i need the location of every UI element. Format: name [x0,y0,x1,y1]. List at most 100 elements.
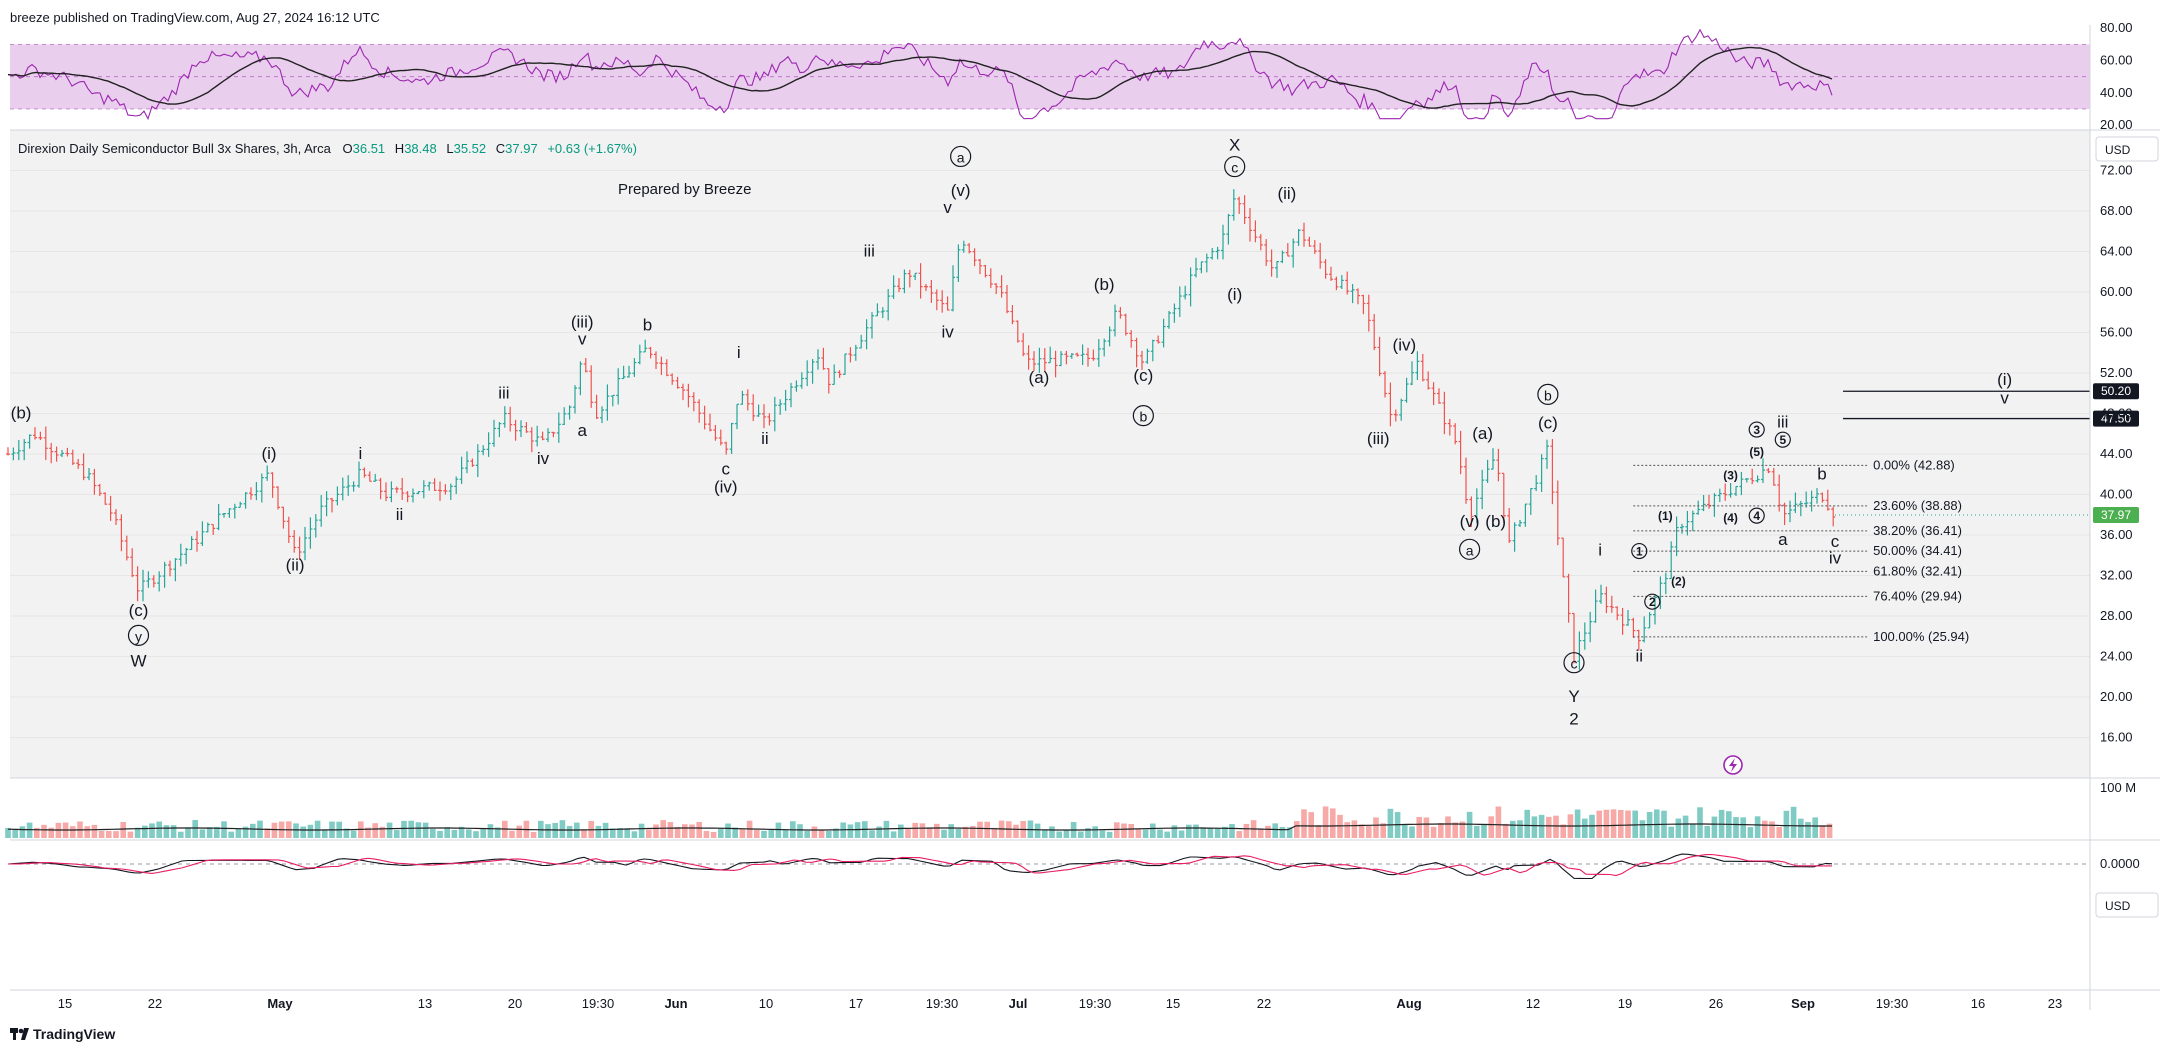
x-tick-label: 19 [1618,996,1632,1011]
lightning-icon[interactable] [1723,755,1743,775]
volume-bar [905,828,911,838]
currency-label: USD [2105,143,2131,157]
candle [1631,617,1636,638]
volume-bar [1135,829,1142,838]
candle [1420,353,1425,382]
candle [1507,508,1512,544]
volume-bar [1207,827,1214,838]
volume-bar [300,826,306,838]
osc-currency-button[interactable] [2095,892,2159,918]
x-tick-label: 23 [2048,996,2062,1011]
wave-label-text: 2 [1649,595,1656,609]
rsi-tick-label: 60.00 [2100,53,2133,68]
price-level-label: 47.50 [2101,412,2131,426]
candle [999,275,1004,298]
candle [1123,313,1128,336]
candle [259,473,264,503]
volume-bar [1258,828,1264,838]
candle [1064,350,1069,365]
candle [1750,468,1755,485]
wave-label-text: 2 [1569,709,1578,728]
volume-bar [206,827,213,838]
wave-label: iii [498,383,509,402]
candle [292,530,297,553]
publisher-line: breeze published on TradingView.com, Aug… [10,10,380,25]
wave-label: 2 [1644,593,1661,610]
rsi-tick-label: 80.00 [2100,20,2133,35]
tradingview-logo-icon[interactable] [10,1028,29,1040]
volume-bar [1164,831,1170,838]
candle [1755,475,1760,483]
volume-bar [624,828,630,838]
y-tick-label: 72.00 [2100,163,2133,178]
volume-bar [1358,824,1365,838]
candle [1134,337,1139,368]
wave-label-text: (c) [129,601,149,620]
fib-level-label: 50.00% (34.41) [1873,543,1962,558]
wave-label-text: (i) [261,444,276,463]
wave-label: (c) [1133,366,1153,385]
candle [1809,490,1814,512]
volume-bar [1063,829,1070,838]
candle [1388,382,1393,427]
candle [1210,247,1215,260]
candle [1496,448,1501,482]
volume-bar [1790,806,1797,838]
candle [1091,349,1096,361]
volume-bar [1769,821,1775,838]
candle [924,284,928,291]
wave-label-circle [1132,405,1154,427]
candle [1204,253,1209,273]
candle [745,389,750,411]
volume-bar [1380,823,1386,838]
wave-label-circle [1563,652,1585,674]
volume-bar [1697,807,1703,838]
candle [1771,467,1776,486]
candle [799,372,804,389]
candle [929,279,934,303]
candle [578,361,583,396]
candle [951,265,955,312]
volume-bar [34,827,40,838]
volume-bar [811,826,818,838]
volume-bar [1121,823,1127,838]
volume-bar [1387,808,1394,838]
x-tick-label: 17 [849,996,863,1011]
candle [1550,438,1555,505]
candle [988,268,993,289]
volume-bar [934,823,940,838]
volume-bar [1322,806,1329,838]
price-level-badge [2093,410,2139,427]
volume-bar [1186,824,1192,838]
candle [1167,310,1171,329]
candle [529,427,534,453]
candle [805,360,810,387]
y-tick-label: 24.00 [2100,649,2133,664]
wave-label-circle [1224,155,1246,178]
candle [1728,483,1733,498]
osc-signal-line [8,853,1832,877]
candle [135,566,140,602]
candle [1048,346,1053,364]
volume-bar [912,822,918,838]
candle [1566,573,1571,623]
currency-button[interactable] [2095,136,2159,162]
candle [1609,595,1614,613]
volume-bar [199,829,206,838]
wave-label: (iii) [1367,429,1390,448]
volume-bar [797,824,803,838]
volume-bar [804,830,810,838]
open-label: O [343,141,353,156]
wave-label: X [1229,135,1240,154]
wave-label: iv [537,449,550,468]
candle [1669,541,1674,580]
wave-label: b [1537,383,1559,405]
volume-bar [1430,826,1437,838]
volume-bar [818,829,825,838]
volume-bar [509,830,515,838]
fib-level-label: 76.40% (29.94) [1873,588,1962,603]
rsi-line [7,28,1833,121]
candle [1636,629,1641,651]
volume-bar [422,822,429,838]
candle [1086,347,1090,367]
